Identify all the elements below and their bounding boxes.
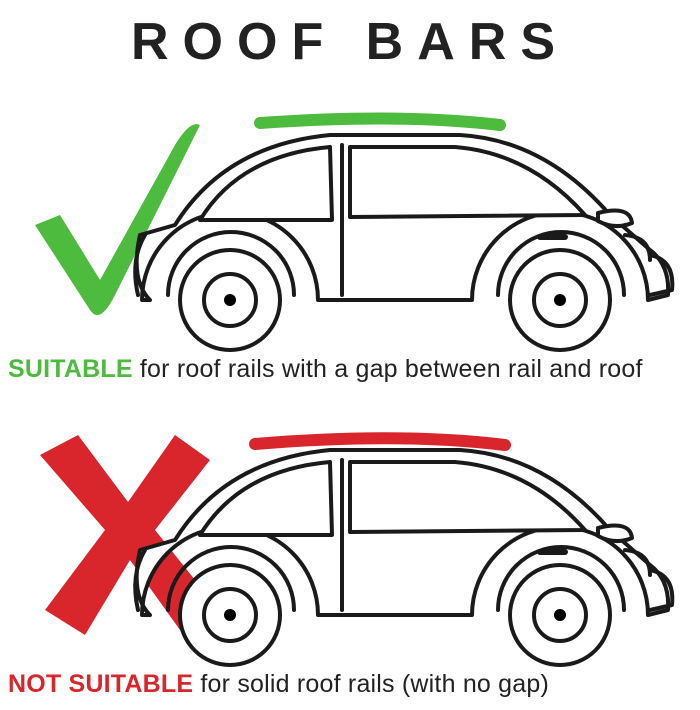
car-suitable-svg bbox=[0, 95, 700, 355]
wheel-front bbox=[510, 250, 610, 350]
panel-suitable bbox=[0, 95, 700, 395]
caption-not-suitable: NOT SUITABLE for solid roof rails (with … bbox=[8, 670, 549, 699]
caption-rest-good: for roof rails with a gap between rail a… bbox=[133, 355, 643, 383]
panel-not-suitable bbox=[0, 410, 700, 710]
page-title: ROOF BARS bbox=[0, 12, 700, 72]
check-icon bbox=[35, 124, 200, 315]
wheel-rear bbox=[180, 565, 280, 665]
wheel-rear bbox=[180, 250, 280, 350]
caption-rest-bad: for solid roof rails (with no gap) bbox=[193, 670, 549, 698]
roof-rail-gap bbox=[260, 118, 500, 125]
caption-keyword-bad: NOT SUITABLE bbox=[8, 670, 193, 698]
caption-suitable: SUITABLE for roof rails with a gap betwe… bbox=[8, 355, 643, 384]
caption-keyword-good: SUITABLE bbox=[8, 355, 133, 383]
wheel-front bbox=[510, 565, 610, 665]
roof-rail-solid bbox=[255, 438, 505, 445]
car-not-suitable-svg bbox=[0, 410, 700, 670]
